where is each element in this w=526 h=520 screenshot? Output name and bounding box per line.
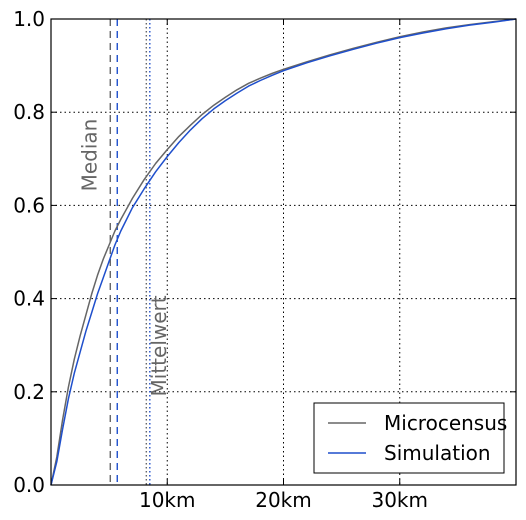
series-lines xyxy=(50,18,517,486)
legend-label-microcensus: Microcensus xyxy=(384,411,507,435)
stat-lines xyxy=(109,19,151,485)
mittelwert-annotation: Mittelwert xyxy=(147,295,171,396)
y-tick-label: 0.4 xyxy=(13,287,45,311)
y-tick-label: 0.8 xyxy=(13,100,45,124)
x-tick-label: 30km xyxy=(371,488,428,512)
legend-label-simulation: Simulation xyxy=(384,441,491,465)
y-tick-label: 0.6 xyxy=(13,193,45,217)
legend: Microcensus Simulation xyxy=(313,402,507,474)
axis-ticks: 10km 20km 30km 0.0 0.2 0.4 0.6 0.8 1.0 xyxy=(13,7,516,512)
y-tick-label: 0.2 xyxy=(13,380,45,404)
median-annotation: Median xyxy=(77,119,101,192)
simulation-series-line xyxy=(50,18,517,486)
legend-box xyxy=(313,402,505,474)
y-tick-label: 1.0 xyxy=(13,7,45,31)
x-tick-label: 20km xyxy=(255,488,312,512)
x-tick-label: 10km xyxy=(139,488,196,512)
y-tick-label: 0.0 xyxy=(13,473,45,497)
microcensus-series-line xyxy=(50,18,517,486)
annotations: Median Mittelwert xyxy=(77,119,171,397)
